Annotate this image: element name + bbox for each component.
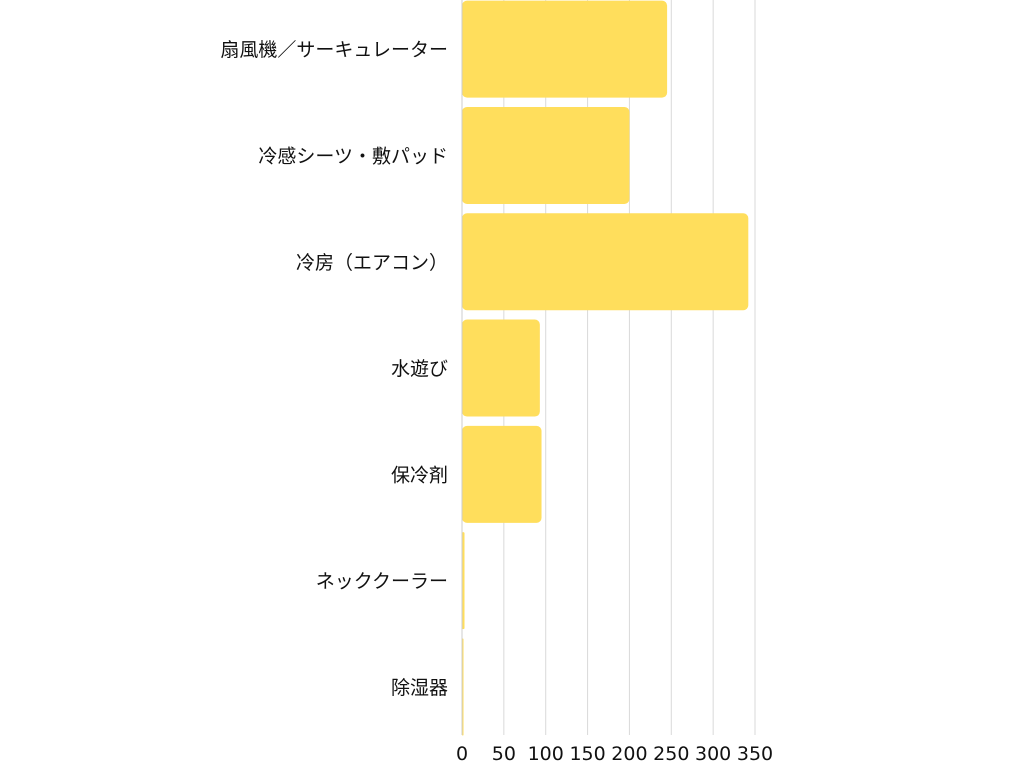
category-label: 保冷剤 xyxy=(391,464,448,486)
x-tick-label: 150 xyxy=(569,743,605,765)
bar-5 xyxy=(462,532,465,630)
category-label: 水遊び xyxy=(391,358,448,380)
x-tick-label: 300 xyxy=(695,743,731,765)
x-tick-label: 0 xyxy=(456,743,468,765)
category-label: 冷感シーツ・敷パッド xyxy=(258,145,448,167)
x-tick-label: 100 xyxy=(528,743,564,765)
bar-3 xyxy=(462,319,540,417)
bar-2 xyxy=(462,213,749,311)
category-label: 除湿器 xyxy=(391,677,448,699)
x-tick-label: 350 xyxy=(737,743,773,765)
x-tick-label: 50 xyxy=(492,743,516,765)
x-tick-label: 200 xyxy=(611,743,647,765)
bars xyxy=(462,0,749,736)
bar-1 xyxy=(462,106,630,204)
category-label: ネッククーラー xyxy=(316,571,448,593)
tick-labels: 0 50 100 150 200 250 300 350 xyxy=(456,743,773,765)
bar-4 xyxy=(462,425,542,523)
bar-0 xyxy=(462,0,668,98)
category-label: 扇風機／サーキュレーター xyxy=(220,39,448,61)
x-tick-label: 250 xyxy=(653,743,689,765)
category-label: 冷房（エアコン） xyxy=(296,252,448,274)
